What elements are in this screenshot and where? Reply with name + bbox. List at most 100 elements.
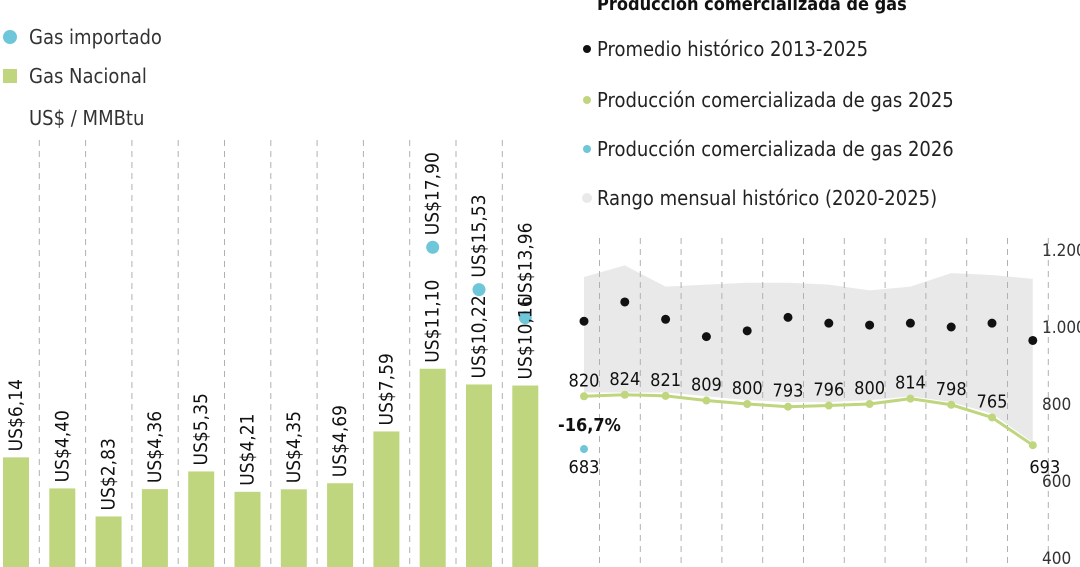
bar-gas-nacional [280,489,307,567]
production-2025-point [620,390,629,399]
production-2025-point [661,391,670,400]
legend-national-swatch [3,69,17,83]
y-tick-label: 400 [1042,549,1071,567]
legend-range-swatch [582,193,592,203]
production-2025-point [824,401,833,410]
production-2025-label: 820 [569,370,600,391]
import-value-label: US$17,90 [422,152,444,235]
bar-value-label: US$10,22 [468,295,490,378]
bar-value-label: US$4,35 [283,411,305,483]
production-2025-line [583,393,1034,447]
bar-value-label: US$5,35 [190,393,212,465]
production-2025-label: 800 [732,378,763,399]
production-2025-point [988,413,996,422]
bar-gas-nacional [141,489,168,567]
import-value-label: US$13,96 [514,223,536,306]
production-2025-label: 824 [609,369,640,390]
import-price-dot [472,283,486,297]
production-2025-point [1028,441,1037,450]
legend-import-swatch [3,30,17,44]
production-2025-label: 814 [895,373,926,394]
bar-gas-nacional [188,471,215,567]
production-2025-label: 693 [1029,457,1060,478]
import-value-label: US$15,53 [468,194,490,277]
unit-label: US$ / MMBtu [29,106,144,130]
bar-chart-gridlines [38,140,503,567]
legend-2026-label: Producción comercializada de gas 2026 [597,137,954,161]
production-2025-label: 798 [936,379,967,400]
y-tick-label: 800 [1042,395,1071,415]
bar-chart-legend: Gas importado Gas Nacional US$ / MMBtu [3,25,162,130]
production-2025-point [580,392,588,401]
historical-average-point [946,322,956,332]
line-chart-title: Producción comercializada de gas [597,0,907,15]
historical-average-point [987,318,997,328]
bar-value-label: US$7,59 [375,353,397,425]
bar-chart-value-labels: US$6,14 US$4,40 US$2,83 US$4,36 US$5,35 US$4,… [5,152,536,510]
bar-chart-bars [3,368,539,567]
historical-average-point [824,318,834,328]
historical-range-area [584,265,1033,443]
production-2025-point [947,400,956,409]
import-price-dot [426,240,440,254]
import-price-dot [518,311,532,325]
historical-average-point [742,326,752,336]
production-2025-point [702,396,711,405]
bar-gas-nacional [373,431,400,567]
production-2026-point [580,445,588,454]
legend-national-label: Gas Nacional [29,64,147,88]
bar-gas-nacional [234,491,261,567]
bar-gas-nacional [95,516,122,567]
historical-average-point [579,316,589,326]
production-2025-point [865,400,874,408]
line-chart-legend: Promedio histórico 2013-2025 Producción … [582,37,954,210]
production-2025-label: 796 [813,380,844,401]
historical-average-point [1028,335,1038,345]
bar-value-label: US$4,69 [329,405,351,477]
production-2026-label: 683 [569,457,600,478]
historical-average-point [701,332,711,342]
yoy-change-annotation: -16,7% [558,415,621,436]
bar-value-label: US$10,16 [514,296,536,379]
line-chart-value-labels: 820 824 821 809 800 793 796 800 814 798 765 693 683 [569,369,1061,478]
legend-2025-label: Producción comercializada de gas 2025 [597,88,954,112]
bar-chart-import-dots [426,240,532,325]
production-2025-label: 800 [854,378,885,399]
legend-avg-swatch [583,45,591,53]
historical-average-point [865,320,875,330]
line-chart-points [579,297,1038,454]
bar-value-label: US$4,36 [144,411,166,483]
production-2025-label: 793 [773,381,804,402]
production-2025-label: 809 [691,375,722,396]
production-2025-point [906,394,915,403]
historical-average-point [783,312,793,322]
legend-2026-swatch [583,145,591,153]
historical-average-point [905,318,915,328]
bar-gas-nacional [512,385,539,567]
bar-gas-nacional [49,488,76,567]
bar-gas-nacional [3,457,29,567]
bar-value-label: US$4,40 [51,410,73,482]
production-2025-point [784,402,792,411]
production-2025-point [743,400,752,408]
historical-average-point [661,314,671,324]
production-2025-label: 765 [977,391,1008,412]
production-2025-label: 821 [650,370,681,391]
legend-2025-swatch [583,96,591,104]
bar-value-label: US$2,83 [98,438,120,510]
bar-gas-nacional [419,368,446,567]
line-chart-y-ticks: 1.200 1.000 800 600 400 [1042,241,1080,567]
bar-gas-nacional [327,483,354,567]
legend-import-label: Gas importado [29,25,162,49]
bar-value-label: US$4,21 [237,414,259,486]
y-tick-label: 1.200 [1042,241,1080,261]
y-tick-label: 1.000 [1042,318,1080,338]
bar-value-label: US$6,14 [5,379,27,451]
legend-range-label: Rango mensual histórico (2020-2025) [597,186,937,210]
legend-avg-label: Promedio histórico 2013-2025 [597,37,868,61]
y-tick-label: 600 [1042,472,1071,492]
historical-average-point [620,297,630,307]
bar-gas-nacional [466,384,492,567]
bar-value-label: US$11,10 [422,280,444,363]
